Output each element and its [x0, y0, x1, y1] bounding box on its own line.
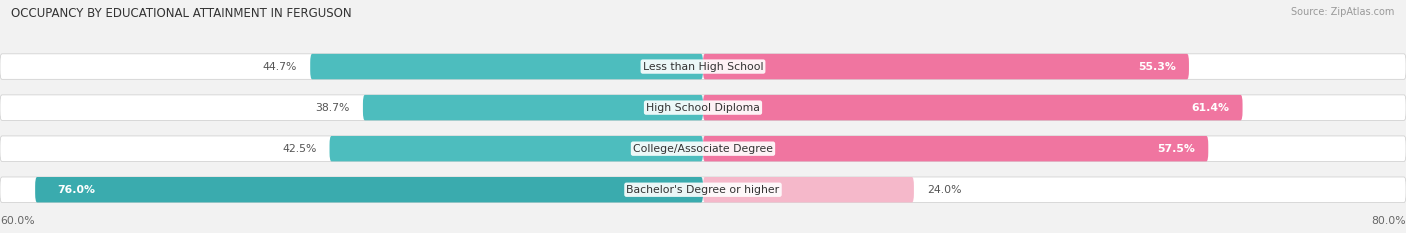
Text: Less than High School: Less than High School: [643, 62, 763, 72]
FancyBboxPatch shape: [363, 95, 703, 120]
FancyBboxPatch shape: [0, 177, 1406, 202]
Text: 80.0%: 80.0%: [1371, 216, 1406, 226]
Text: 42.5%: 42.5%: [283, 144, 316, 154]
FancyBboxPatch shape: [329, 136, 703, 161]
FancyBboxPatch shape: [703, 95, 1243, 120]
Text: OCCUPANCY BY EDUCATIONAL ATTAINMENT IN FERGUSON: OCCUPANCY BY EDUCATIONAL ATTAINMENT IN F…: [11, 7, 352, 20]
Text: Bachelor's Degree or higher: Bachelor's Degree or higher: [627, 185, 779, 195]
Text: 76.0%: 76.0%: [58, 185, 96, 195]
FancyBboxPatch shape: [0, 95, 1406, 120]
Text: 60.0%: 60.0%: [0, 216, 35, 226]
Text: 24.0%: 24.0%: [927, 185, 962, 195]
Text: 61.4%: 61.4%: [1191, 103, 1229, 113]
FancyBboxPatch shape: [311, 54, 703, 79]
Text: 55.3%: 55.3%: [1137, 62, 1175, 72]
Text: High School Diploma: High School Diploma: [647, 103, 759, 113]
Text: College/Associate Degree: College/Associate Degree: [633, 144, 773, 154]
FancyBboxPatch shape: [0, 136, 1406, 161]
FancyBboxPatch shape: [0, 54, 1406, 79]
Text: Source: ZipAtlas.com: Source: ZipAtlas.com: [1291, 7, 1395, 17]
Text: 38.7%: 38.7%: [315, 103, 350, 113]
FancyBboxPatch shape: [703, 54, 1189, 79]
Text: 57.5%: 57.5%: [1157, 144, 1195, 154]
FancyBboxPatch shape: [703, 177, 914, 202]
FancyBboxPatch shape: [703, 136, 1208, 161]
FancyBboxPatch shape: [35, 177, 703, 202]
Text: 44.7%: 44.7%: [263, 62, 297, 72]
